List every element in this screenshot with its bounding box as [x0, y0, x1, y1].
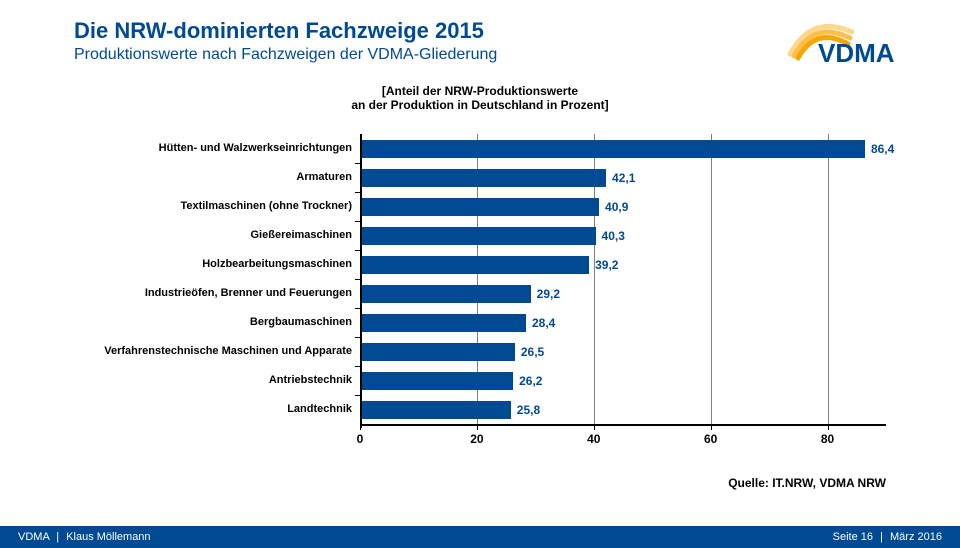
bar [360, 227, 596, 245]
footer-date: März 2016 [890, 531, 942, 543]
value-label: 26,2 [519, 374, 542, 388]
y-label: Bergbaumaschinen [250, 316, 352, 328]
footer-right: Seite 16 | März 2016 [833, 531, 942, 543]
y-axis-line [360, 134, 362, 428]
value-label: 39,2 [595, 258, 618, 272]
bar [360, 285, 531, 303]
x-tick [360, 424, 361, 430]
bar [360, 256, 589, 274]
bar [360, 372, 513, 390]
footer-left: VDMA | Klaus Möllemann [18, 531, 833, 543]
footer-author: Klaus Möllemann [66, 531, 150, 543]
x-axis-line [360, 424, 886, 426]
x-tick [711, 424, 712, 430]
vdma-logo: VDMA [782, 14, 912, 70]
y-label: Holzbearbeitungsmaschinen [202, 258, 352, 270]
x-tick [477, 424, 478, 430]
bar [360, 401, 511, 419]
value-label: 26,5 [521, 345, 544, 359]
x-tick-label: 0 [357, 432, 364, 446]
x-tick [828, 424, 829, 430]
x-tick [594, 424, 595, 430]
slide-header: Die NRW-dominierten Fachzweige 2015 Prod… [74, 18, 497, 64]
y-label: Landtechnik [287, 403, 352, 415]
x-tick-label: 60 [704, 432, 717, 446]
chart-plot: Hütten- und Walzwerkseinrichtungen86,4Ar… [360, 134, 886, 454]
y-label: Textilmaschinen (ohne Trockner) [180, 200, 352, 212]
slide-title: Die NRW-dominierten Fachzweige 2015 [74, 18, 497, 44]
value-label: 40,9 [605, 200, 628, 214]
bar [360, 314, 526, 332]
x-tick-label: 40 [587, 432, 600, 446]
chart-header-line2: an der Produktion in Deutschland in Proz… [351, 98, 608, 112]
footer-sep: | [880, 531, 883, 543]
value-label: 25,8 [517, 403, 540, 417]
y-label: Armaturen [296, 171, 352, 183]
y-label: Gießereimaschinen [251, 229, 353, 241]
grid-line [828, 134, 829, 428]
bar [360, 169, 606, 187]
bar [360, 198, 599, 216]
chart-area: [Anteil der NRW-Produktionswerte an der … [74, 84, 886, 490]
chart-header-line1: [Anteil der NRW-Produktionswerte [382, 84, 578, 98]
chart-source: Quelle: IT.NRW, VDMA NRW [728, 476, 886, 490]
value-label: 29,2 [537, 287, 560, 301]
slide-subtitle: Produktionswerte nach Fachzweigen der VD… [74, 46, 497, 64]
footer-org: VDMA [18, 531, 49, 543]
slide: Die NRW-dominierten Fachzweige 2015 Prod… [0, 0, 960, 548]
value-label: 28,4 [532, 316, 555, 330]
chart-header: [Anteil der NRW-Produktionswerte an der … [74, 84, 886, 113]
grid-line [711, 134, 712, 428]
footer-page: Seite 16 [833, 531, 873, 543]
logo-text: VDMA [818, 38, 895, 68]
vdma-logo-svg: VDMA [782, 14, 912, 70]
x-tick-label: 80 [821, 432, 834, 446]
value-label: 42,1 [612, 171, 635, 185]
x-tick-label: 20 [470, 432, 483, 446]
value-label: 40,3 [602, 229, 625, 243]
y-label: Industrieöfen, Brenner und Feuerungen [145, 287, 352, 299]
y-label: Hütten- und Walzwerkseinrichtungen [159, 142, 352, 154]
bar [360, 140, 865, 158]
value-label: 86,4 [871, 142, 894, 156]
bar [360, 343, 515, 361]
y-label: Antriebstechnik [269, 374, 352, 386]
slide-footer: VDMA | Klaus Möllemann Seite 16 | März 2… [0, 526, 960, 548]
y-label: Verfahrenstechnische Maschinen und Appar… [104, 345, 352, 357]
footer-sep: | [56, 531, 59, 543]
